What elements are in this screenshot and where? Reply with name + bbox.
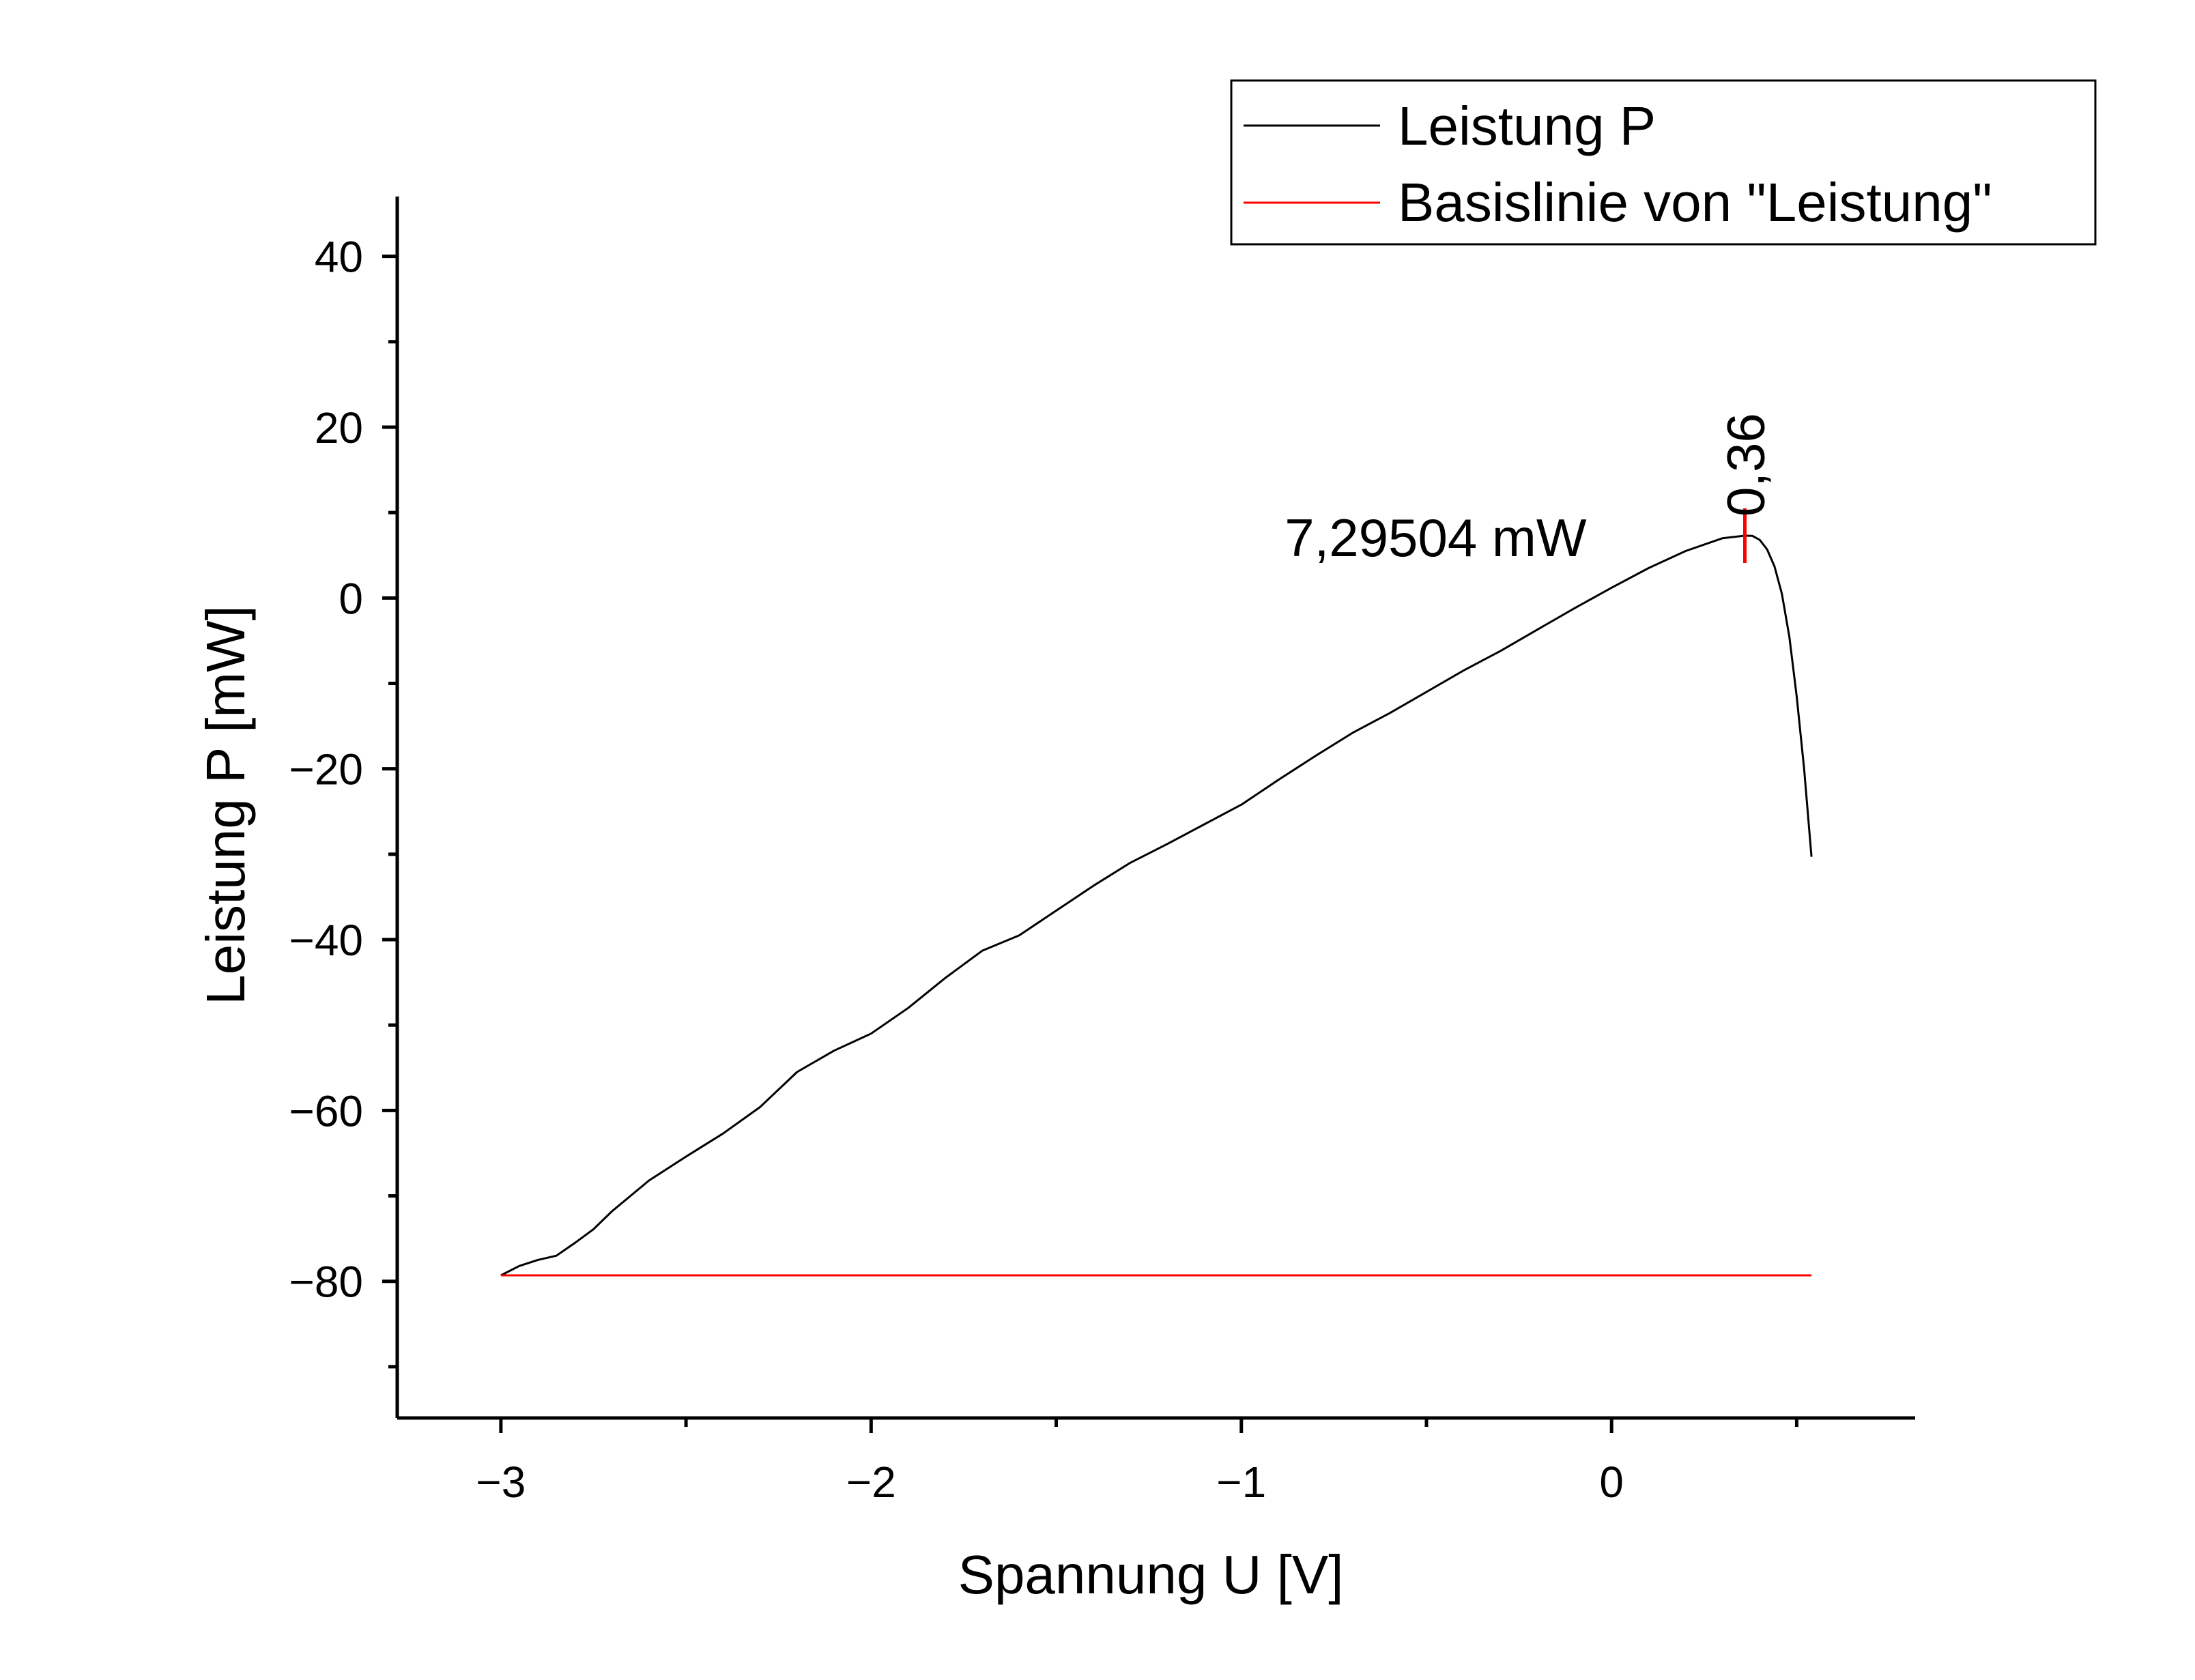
legend-label-leistung: Leistung P [1398,96,1656,156]
y-tick-label: −40 [289,916,363,965]
y-tick-label: 20 [315,403,363,452]
legend: Leistung P Basislinie von "Leistung" [1230,79,2097,246]
x-tick-label: −2 [846,1458,896,1507]
y-tick-label: 0 [339,574,363,623]
series-layer [500,534,1813,1277]
y-tick-label: −80 [289,1258,363,1307]
axes [395,197,1915,1420]
ticks [382,255,1798,1433]
y-tick-label: −60 [289,1086,363,1135]
y-tick-label: −20 [289,745,363,794]
legend-box [1230,79,2097,246]
x-tick-label: −1 [1216,1458,1266,1507]
annotation-layer: 7,29504 mW 0,36 [1285,413,1775,568]
peak-voltage-label: 0,36 [1715,413,1775,517]
legend-label-basislinie: Basislinie von "Leistung" [1398,172,1992,233]
x-tick-label: 0 [1599,1458,1624,1507]
y-tick-label: 40 [315,233,363,282]
y-axis-label: Leistung P [mW] [195,605,256,1004]
tick-labels: −3 −2 −1 0 40 20 0 −20 −40 −60 −80 [289,233,1624,1507]
series-line-leistung [500,534,1813,1277]
peak-value-label: 7,29504 mW [1285,508,1587,568]
x-axis-label: Spannung U [V] [958,1544,1344,1605]
x-tick-label: −3 [476,1458,526,1507]
